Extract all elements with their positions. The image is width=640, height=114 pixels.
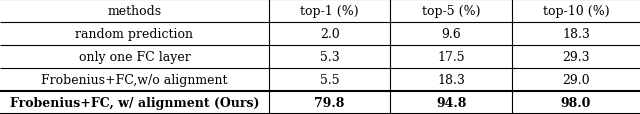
Text: 29.3: 29.3 (562, 51, 590, 63)
Text: 2.0: 2.0 (320, 28, 339, 41)
Text: Frobenius+FC,w/o alignment: Frobenius+FC,w/o alignment (41, 73, 228, 86)
Text: 18.3: 18.3 (437, 73, 465, 86)
Text: 17.5: 17.5 (437, 51, 465, 63)
Text: 29.0: 29.0 (562, 73, 590, 86)
Text: Frobenius+FC, w/ alignment (Ours): Frobenius+FC, w/ alignment (Ours) (10, 96, 259, 109)
Text: 98.0: 98.0 (561, 96, 591, 109)
Text: top-5 (%): top-5 (%) (422, 5, 481, 18)
Text: 79.8: 79.8 (314, 96, 345, 109)
Text: top-10 (%): top-10 (%) (543, 5, 609, 18)
Text: methods: methods (108, 5, 161, 18)
Text: 94.8: 94.8 (436, 96, 467, 109)
Text: only one FC layer: only one FC layer (79, 51, 190, 63)
Text: top-1 (%): top-1 (%) (300, 5, 359, 18)
Text: random prediction: random prediction (76, 28, 193, 41)
Text: 5.3: 5.3 (320, 51, 339, 63)
Text: 9.6: 9.6 (442, 28, 461, 41)
Text: 18.3: 18.3 (562, 28, 590, 41)
Text: 5.5: 5.5 (320, 73, 339, 86)
